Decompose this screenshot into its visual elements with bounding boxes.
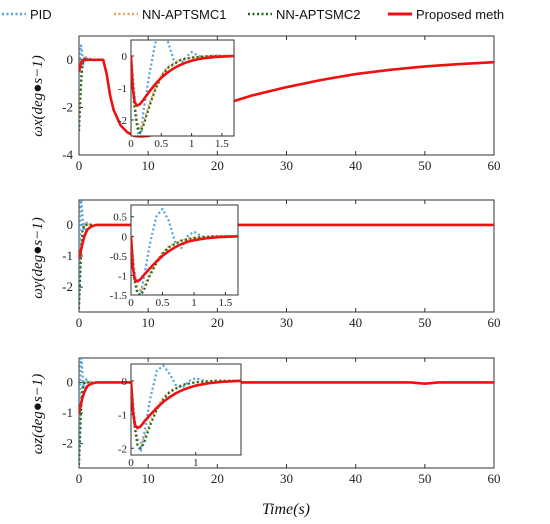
- series-line-0: [131, 364, 241, 453]
- x-tick-label: 60: [488, 315, 501, 330]
- inset-y-tick-label: 0: [122, 376, 128, 388]
- y-tick-label: -4: [62, 147, 73, 162]
- inset-1: 0 0.5 1 1.5 0 -1 -2: [118, 39, 235, 150]
- x-tick-label: 40: [349, 471, 362, 486]
- x-tick-label: 50: [418, 158, 431, 173]
- series-line-3: [79, 223, 494, 260]
- chart-panels: 0 10 20 30 40 50 600-2-4ωx(deg●s−1)0 0.5 1 1.50-1…: [30, 35, 501, 486]
- x-tick-label: 0: [76, 158, 83, 173]
- inset-area: [130, 363, 242, 456]
- y-axis-label: ωz(deg●s−1): [30, 374, 46, 455]
- inset-2: 0 0.5 1 1.5 0.5 0 -0.5 -1 -1.5: [110, 204, 239, 309]
- x-tick-label: 10: [142, 158, 155, 173]
- series-line-2: [79, 57, 104, 132]
- inset-y-tick-label: 0: [122, 231, 128, 243]
- inset-y-tick-label: 0: [122, 51, 128, 63]
- series-line-2: [79, 381, 93, 465]
- inset-x-tick-label: 0: [128, 457, 134, 469]
- inset-x-tick-label: 0: [128, 138, 134, 150]
- panel-3: 0 10 20 30 40 50 600-1-2ωz(deg●s−1)0 10-1-2: [30, 357, 501, 486]
- y-tick-label: 0: [67, 52, 74, 67]
- series-line-3: [131, 235, 238, 283]
- inset-x-tick-label: 0.5: [154, 138, 168, 150]
- y-tick-label: -2: [62, 279, 73, 294]
- panel-1: 0 10 20 30 40 50 600-2-4ωx(deg●s−1)0 0.5 1 1.50-1…: [30, 35, 501, 173]
- inset-y-tick-label: -0.5: [110, 251, 128, 263]
- series-line-3: [131, 379, 241, 430]
- inset-x-tick-label: 1: [189, 138, 195, 150]
- x-tick-label: 20: [211, 315, 224, 330]
- x-tick-label: 20: [211, 471, 224, 486]
- y-tick-label: -2: [62, 99, 73, 114]
- inset-x-tick-label: 0: [128, 297, 134, 309]
- y-tick-label: 0: [67, 217, 74, 232]
- legend-label: Proposed meth: [416, 7, 504, 22]
- panel-2: 0 10 20 30 40 50 60 0 -1 -2 ωy(deg●s−1) 0 0.5 1 1.5 0.5…: [30, 199, 501, 330]
- x-tick-label: 40: [349, 158, 362, 173]
- x-tick-label: 0: [76, 471, 83, 486]
- inset-3: 0 1 0 -1 -2: [118, 363, 242, 469]
- inset-y-tick-label: -2: [118, 443, 127, 455]
- inset-y-tick-label: -1.5: [110, 290, 128, 302]
- inset-x-tick-label: 1.5: [215, 138, 229, 150]
- y-axis-label: ωy(deg●s−1): [30, 217, 46, 298]
- x-tick-label: 20: [211, 158, 224, 173]
- y-axis-label: ωx(deg●s−1): [30, 55, 46, 136]
- x-tick-label: 30: [280, 471, 293, 486]
- legend-label: NN-APTSMC2: [276, 7, 361, 22]
- inset-y-tick-label: -1: [118, 83, 127, 95]
- series-line-2: [79, 223, 93, 309]
- legend-label: PID: [30, 7, 52, 22]
- x-tick-label: 30: [280, 158, 293, 173]
- inset-x-tick-label: 1.5: [219, 297, 233, 309]
- inset-x-tick-label: 1: [193, 457, 199, 469]
- x-tick-label: 60: [488, 158, 501, 173]
- series-line-3: [131, 54, 234, 107]
- inset-y-tick-label: -2: [118, 115, 127, 127]
- y-tick-label: -2: [62, 436, 73, 451]
- x-tick-label: 40: [349, 315, 362, 330]
- inset-y-tick-label: 0.5: [113, 212, 127, 224]
- series-line-2: [131, 379, 241, 450]
- y-tick-label: -1: [62, 248, 73, 263]
- x-tick-label: 0: [76, 315, 83, 330]
- series-line-1: [79, 379, 93, 456]
- y-tick-label: -1: [62, 405, 73, 420]
- inset-area: [130, 39, 235, 137]
- inset-x-tick-label: 0.5: [156, 297, 170, 309]
- inset-y-tick-label: -1: [118, 410, 127, 422]
- inset-y-tick-label: -1: [118, 270, 127, 282]
- legend: PID NN-APTSMC1 NN-APTSMC2 Proposed meth: [2, 7, 504, 22]
- x-tick-label: 50: [418, 471, 431, 486]
- x-tick-label: 60: [488, 471, 501, 486]
- y-tick-label: 0: [67, 374, 74, 389]
- series-line-2: [131, 235, 238, 295]
- legend-label: NN-APTSMC1: [142, 7, 227, 22]
- inset-x-tick-label: 1: [191, 297, 197, 309]
- x-tick-label: 50: [418, 315, 431, 330]
- x-axis-label: Time(s): [262, 501, 310, 518]
- x-tick-label: 10: [142, 471, 155, 486]
- x-tick-label: 30: [280, 315, 293, 330]
- x-tick-label: 10: [142, 315, 155, 330]
